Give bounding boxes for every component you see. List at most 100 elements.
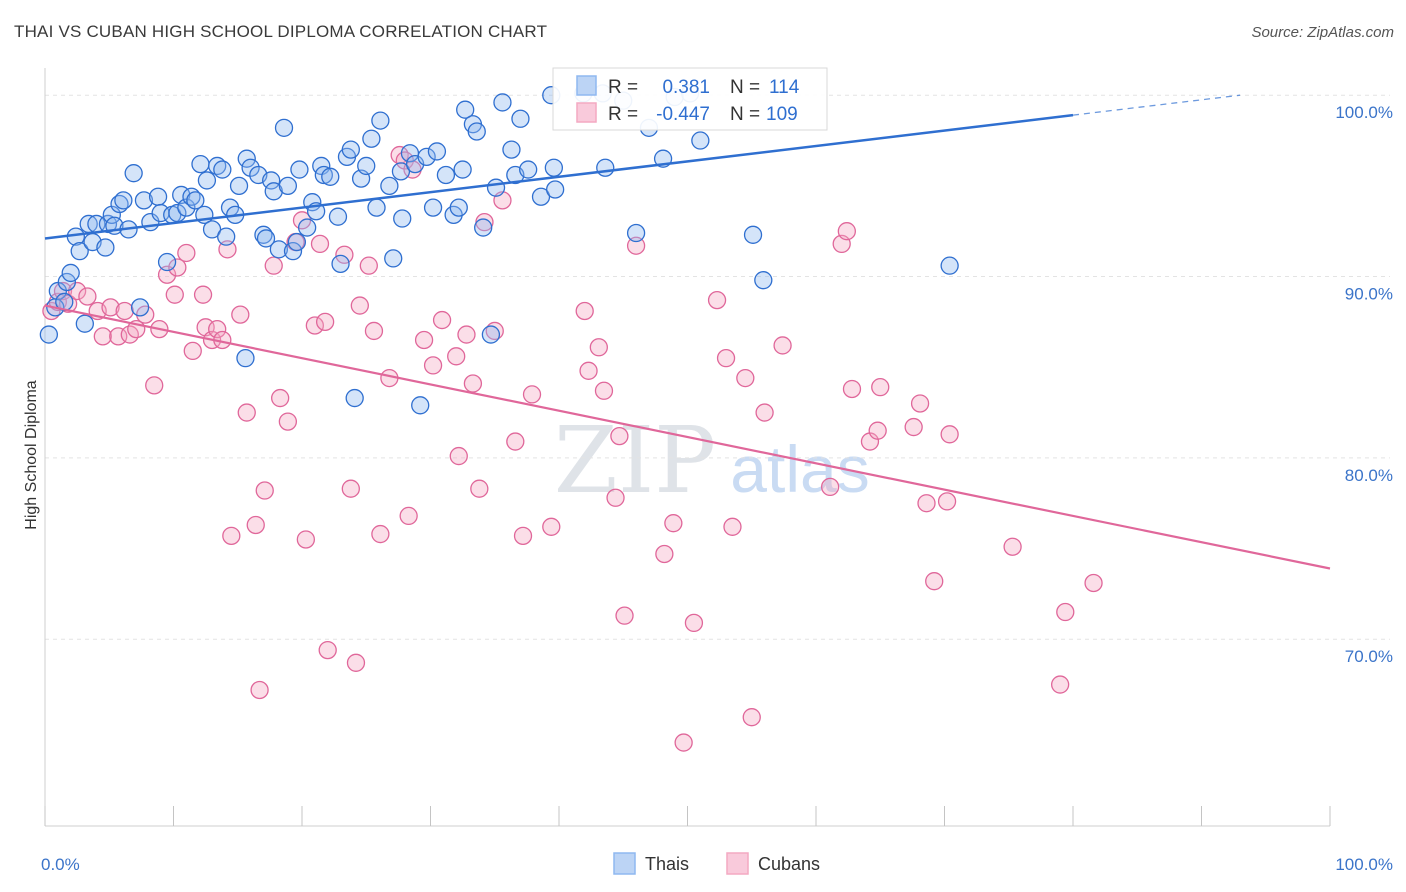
cubans-point xyxy=(93,327,112,346)
thais-point xyxy=(96,238,115,257)
legend: Thais Cubans xyxy=(613,852,820,875)
thais-point xyxy=(157,252,177,272)
thais-point xyxy=(290,160,309,179)
cubans-point xyxy=(168,258,187,277)
cubans-point xyxy=(78,287,97,306)
cubans-stat-swatch xyxy=(576,102,597,123)
cubans-point xyxy=(423,356,443,375)
cubans-point xyxy=(917,494,936,513)
thais-point xyxy=(456,100,475,119)
thais-point xyxy=(148,187,168,206)
y-tick-label: 90.0% xyxy=(1345,285,1393,304)
legend-swatch-cubans xyxy=(726,852,749,875)
cubans-point xyxy=(208,319,227,339)
cubans-point xyxy=(318,640,337,660)
cubans-point xyxy=(67,281,87,301)
thais-point xyxy=(486,178,506,197)
thais-point xyxy=(345,388,364,408)
thais-point xyxy=(217,227,236,246)
cubans-point xyxy=(296,530,316,549)
thais-point xyxy=(427,142,447,161)
cubans-point xyxy=(271,388,290,408)
thais-point xyxy=(380,176,399,196)
cubans-point xyxy=(871,378,890,397)
cubans-point xyxy=(359,256,378,275)
cubans-point xyxy=(449,446,468,466)
thais-point xyxy=(314,165,333,185)
thais-point xyxy=(213,160,232,179)
legend-label-cubans: Cubans xyxy=(758,854,820,874)
cubans-point xyxy=(222,526,241,546)
thais-point xyxy=(328,207,348,226)
cubans-point xyxy=(157,265,177,284)
cubans-point xyxy=(246,515,265,535)
cubans-point xyxy=(820,477,840,497)
cubans-point xyxy=(736,368,755,388)
thais-point xyxy=(502,140,521,159)
thais-point xyxy=(449,198,468,217)
cubans-point xyxy=(664,514,683,533)
thais-trend-line xyxy=(44,113,1074,240)
cubans-point xyxy=(575,301,594,321)
cubans-point xyxy=(350,296,369,315)
cubans-point xyxy=(1003,537,1022,556)
cubans-point xyxy=(579,361,598,380)
cubans-point xyxy=(371,524,390,544)
thais-point xyxy=(57,272,76,292)
legend-label-thais: Thais xyxy=(645,854,689,874)
thais-point xyxy=(754,271,773,290)
trend-lines xyxy=(44,94,1331,570)
thais-point xyxy=(241,158,260,177)
thais-point xyxy=(423,198,443,217)
cubans-point xyxy=(610,426,629,446)
cubans-point xyxy=(432,310,452,330)
cubans-point xyxy=(463,374,483,393)
cubans-point xyxy=(1084,573,1103,593)
thais-point xyxy=(98,214,118,234)
gridlines xyxy=(45,94,1390,640)
cubans-point xyxy=(183,341,202,361)
thais-point xyxy=(362,129,381,148)
thais-stat-swatch xyxy=(576,75,597,96)
chart-title: THAI VS CUBAN HIGH SCHOOL DIPLOMA CORREL… xyxy=(14,22,548,41)
x-tick-label: 0.0% xyxy=(41,855,80,874)
thais-point xyxy=(411,396,430,415)
cubans-point xyxy=(177,243,196,263)
cubans-point xyxy=(674,733,693,752)
thais-point xyxy=(197,171,217,190)
thais-point xyxy=(417,147,436,167)
cubans-point xyxy=(1051,675,1070,694)
thais-point xyxy=(287,232,307,252)
thais-point xyxy=(124,164,143,183)
thais-n-value: 114 xyxy=(769,77,800,98)
y-tick-labels: 100.0% 90.0% 80.0% 70.0% xyxy=(1335,103,1393,666)
cubans-point xyxy=(335,245,354,264)
watermark-zip: ZIP xyxy=(554,407,716,514)
source-note: Source: ZipAtlas.com xyxy=(1251,24,1394,41)
thais-point xyxy=(75,314,94,333)
thais-n-label: N = xyxy=(730,77,760,98)
thais-point xyxy=(236,348,255,368)
thais-point xyxy=(453,160,472,179)
legend-swatch-thais xyxy=(613,852,636,875)
thais-point xyxy=(202,220,222,239)
thais-point xyxy=(264,182,283,201)
cubans-point xyxy=(626,236,646,255)
thais-point xyxy=(743,225,763,244)
thais-point xyxy=(39,325,59,344)
cubans-point xyxy=(231,305,250,324)
thais-point xyxy=(229,176,249,196)
cubans-point xyxy=(101,298,120,317)
cubans-point xyxy=(237,403,256,422)
cubans-point xyxy=(470,479,489,498)
thais-point xyxy=(596,158,615,177)
thais-point xyxy=(691,131,710,150)
cubans-point xyxy=(522,385,542,404)
cubans-point xyxy=(165,285,184,304)
cubans-point xyxy=(940,425,959,444)
cubans-point xyxy=(655,544,674,564)
thais-point xyxy=(297,218,317,237)
cubans-point xyxy=(606,488,625,507)
cubans-point xyxy=(1056,602,1075,622)
axes xyxy=(44,68,1331,827)
